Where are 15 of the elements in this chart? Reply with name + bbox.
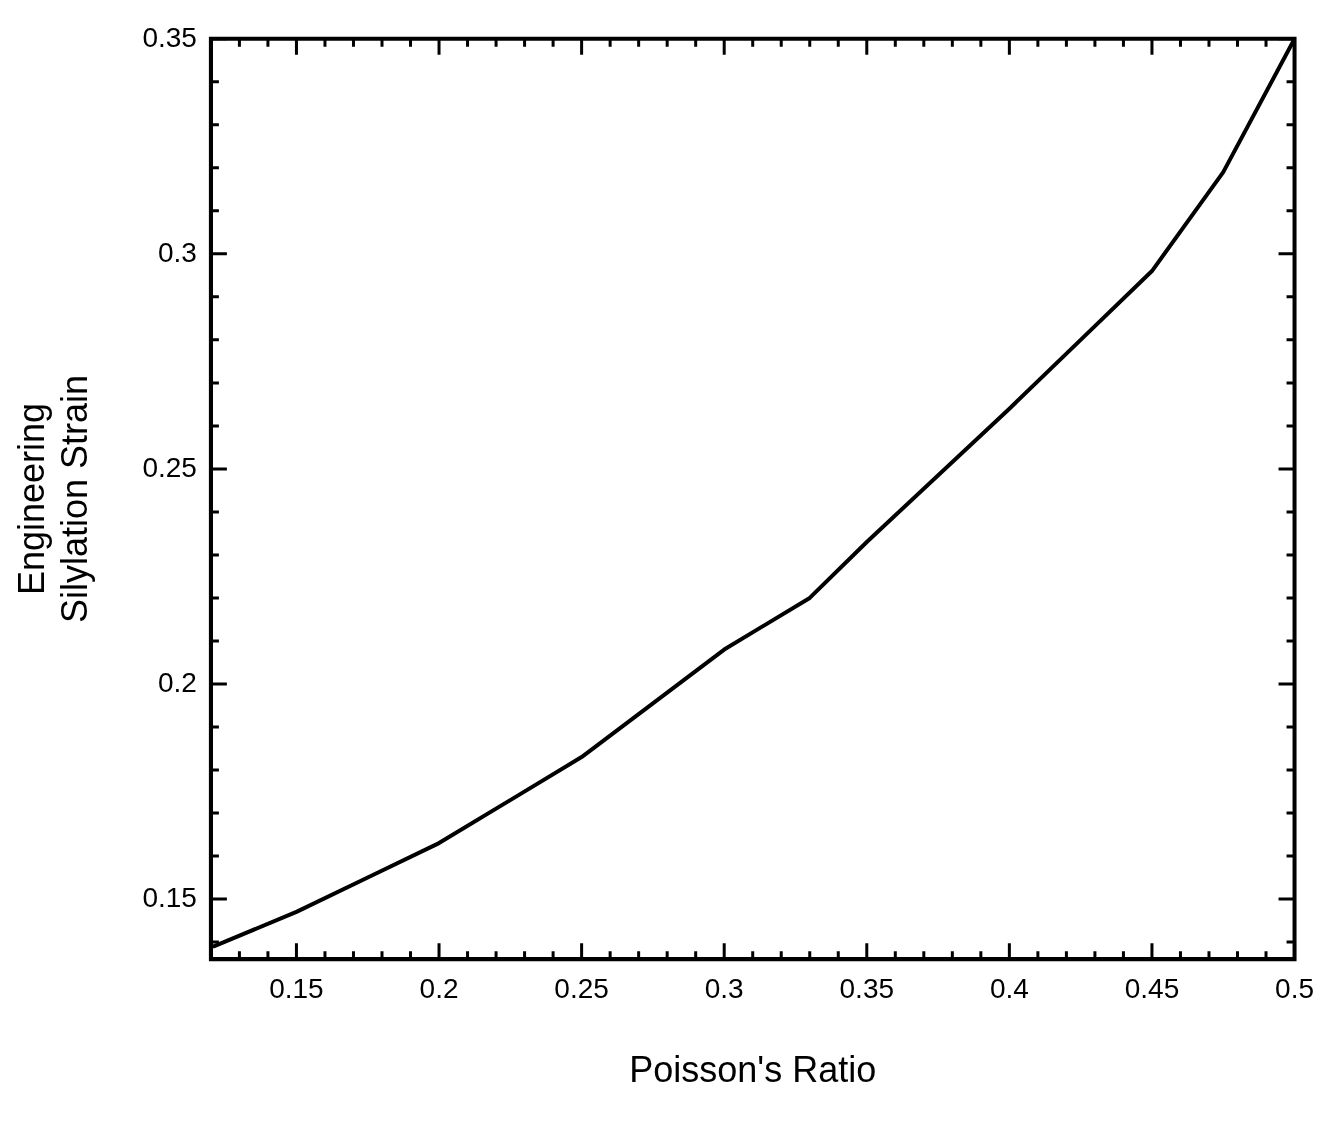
x-tick-label: 0.3	[704, 972, 744, 1004]
x-tick-label: 0.15	[269, 972, 324, 1004]
x-axis-title: Poisson's Ratio	[629, 1049, 877, 1091]
y-axis-title: Engineering Silylation Strain	[10, 374, 95, 624]
y-tick-label: 0.15	[142, 881, 197, 913]
y-tick-label: 0.35	[142, 21, 197, 53]
y-tick-label: 0.3	[157, 236, 197, 268]
x-tick-label: 0.2	[419, 972, 459, 1004]
x-tick-label: 0.35	[839, 972, 895, 1004]
x-tick-label: 0.45	[1124, 972, 1180, 1004]
x-tick-label: 0.25	[554, 972, 609, 1004]
x-tick-label: 0.4	[989, 972, 1029, 1004]
y-tick-label: 0.2	[157, 666, 197, 698]
y-tick-label: 0.25	[142, 451, 197, 483]
x-tick-label: 0.5	[1275, 972, 1315, 1004]
